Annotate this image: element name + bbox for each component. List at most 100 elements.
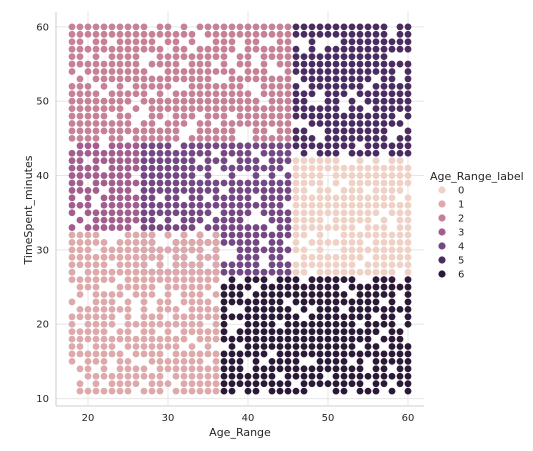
data-point — [188, 380, 196, 388]
data-point — [316, 372, 324, 380]
data-point — [100, 372, 108, 380]
data-point — [284, 30, 292, 38]
data-point — [236, 60, 244, 68]
data-point — [164, 194, 172, 202]
data-point — [108, 343, 116, 350]
data-point — [244, 164, 252, 172]
data-point — [340, 209, 348, 217]
data-point — [340, 134, 348, 142]
data-point — [252, 358, 260, 365]
data-point — [388, 157, 396, 165]
data-point — [132, 268, 140, 276]
data-point — [220, 127, 228, 135]
data-point — [116, 38, 124, 46]
data-point — [260, 305, 268, 313]
data-point — [404, 283, 412, 291]
data-point — [188, 38, 196, 46]
data-point — [180, 283, 188, 291]
data-point — [100, 320, 108, 328]
data-point — [340, 75, 348, 83]
data-point — [244, 350, 252, 358]
data-point — [124, 201, 132, 209]
data-point — [324, 380, 332, 388]
data-point — [268, 90, 276, 98]
data-point — [132, 335, 140, 343]
data-point — [108, 187, 116, 194]
data-point — [348, 335, 356, 343]
data-point — [140, 30, 148, 38]
data-point — [388, 82, 396, 90]
data-point — [164, 75, 172, 83]
data-point — [308, 239, 316, 246]
data-point — [124, 320, 132, 328]
data-point — [380, 82, 388, 90]
data-point — [276, 201, 284, 209]
data-point — [204, 68, 212, 75]
data-point — [148, 142, 156, 150]
data-point — [252, 253, 260, 261]
data-point — [140, 194, 148, 202]
data-point — [332, 283, 340, 291]
data-point — [188, 276, 196, 284]
data-point — [180, 201, 188, 209]
data-point — [332, 134, 340, 142]
data-point — [372, 276, 380, 284]
data-point — [300, 60, 308, 68]
data-point — [228, 134, 236, 142]
data-point — [156, 209, 164, 217]
data-point — [340, 112, 348, 120]
data-point — [76, 253, 84, 261]
data-point — [372, 246, 380, 254]
data-point — [164, 380, 172, 388]
data-point — [132, 350, 140, 358]
data-point — [236, 157, 244, 165]
data-point — [132, 142, 140, 150]
data-point — [332, 209, 340, 217]
data-point — [276, 45, 284, 53]
data-point — [140, 328, 148, 336]
data-point — [388, 38, 396, 46]
data-point — [316, 75, 324, 83]
data-point — [388, 335, 396, 343]
data-point — [340, 239, 348, 246]
data-point — [252, 179, 260, 187]
data-point — [300, 224, 308, 231]
data-point — [204, 313, 212, 321]
data-point — [300, 201, 308, 209]
data-point — [316, 157, 324, 165]
data-point — [116, 97, 124, 105]
data-point — [300, 372, 308, 380]
data-point — [228, 387, 236, 395]
data-point — [404, 45, 412, 53]
data-point — [316, 120, 324, 127]
data-point — [148, 82, 156, 90]
data-point — [348, 305, 356, 313]
data-point — [140, 320, 148, 328]
data-point — [196, 164, 204, 172]
data-point — [316, 246, 324, 254]
data-point — [68, 120, 76, 127]
data-point — [388, 149, 396, 157]
data-point — [284, 179, 292, 187]
data-point — [220, 313, 228, 321]
data-point — [172, 350, 180, 358]
data-point — [252, 172, 260, 179]
data-point — [196, 246, 204, 254]
data-point — [172, 157, 180, 165]
data-point — [172, 134, 180, 142]
data-point — [300, 268, 308, 276]
data-point — [132, 261, 140, 269]
data-point — [148, 358, 156, 365]
data-point — [132, 320, 140, 328]
data-point — [100, 30, 108, 38]
data-point — [172, 283, 180, 291]
data-point — [108, 209, 116, 217]
data-point — [188, 291, 196, 298]
data-point — [324, 60, 332, 68]
data-point — [116, 261, 124, 269]
data-point — [284, 97, 292, 105]
data-point — [148, 246, 156, 254]
data-point — [180, 23, 188, 31]
data-point — [364, 134, 372, 142]
data-point — [348, 313, 356, 321]
